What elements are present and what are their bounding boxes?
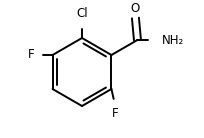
Text: F: F [28, 48, 34, 62]
Text: NH₂: NH₂ [161, 34, 184, 47]
Text: F: F [112, 107, 119, 120]
Text: Cl: Cl [76, 7, 88, 20]
Text: O: O [131, 2, 140, 15]
